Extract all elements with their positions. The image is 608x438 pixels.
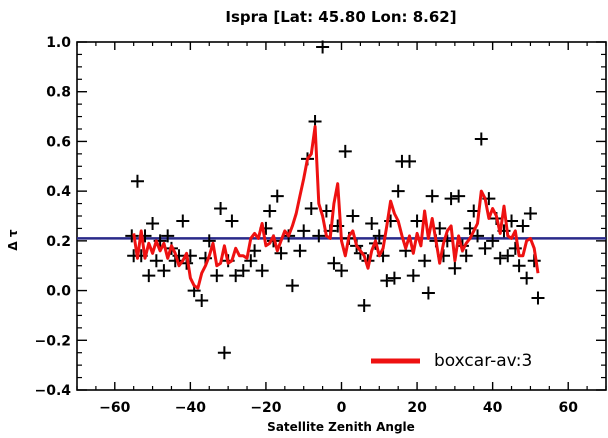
data-point: [406, 269, 420, 283]
series-line: [132, 125, 540, 290]
data-point: [202, 234, 216, 248]
x-tick-label: −60: [99, 400, 130, 416]
data-point: [520, 271, 534, 285]
data-point: [244, 254, 258, 268]
data-point: [448, 261, 462, 275]
y-tick-label: 0.6: [46, 134, 71, 150]
data-point: [274, 246, 288, 260]
data-point: [452, 189, 466, 203]
y-tick-label: 0.2: [46, 234, 71, 250]
plot-frame: [76, 41, 607, 391]
data-point: [501, 249, 515, 263]
data-point: [459, 249, 473, 263]
data-point: [421, 286, 435, 300]
x-tick-label: 0: [337, 400, 347, 416]
data-point: [403, 154, 417, 168]
data-point: [312, 229, 326, 243]
data-point: [391, 184, 405, 198]
x-axis-title: Satellite Zenith Angle: [267, 420, 415, 434]
data-point: [444, 192, 458, 206]
x-tick-label: −20: [250, 400, 281, 416]
data-point: [146, 216, 160, 230]
legend: boxcar-av:3: [371, 351, 532, 371]
data-point: [285, 279, 299, 293]
legend-label: boxcar-av:3: [434, 351, 532, 371]
data-point: [149, 254, 163, 268]
plot-area: −60 −40 −20 0 20 40 60 −0.4 −0.2 0.0 0.2 0.4 0.6 0.8 1…: [34, 35, 607, 416]
y-tick-label: 1.0: [46, 35, 71, 51]
data-point: [263, 204, 277, 218]
data-point: [474, 132, 488, 146]
data-point: [130, 174, 144, 188]
data-point: [486, 234, 500, 248]
y-tick-label: 0.0: [46, 284, 71, 300]
data-point: [210, 269, 224, 283]
x-tick-label: 20: [407, 400, 427, 416]
x-tick-label: −40: [175, 400, 206, 416]
data-point: [471, 229, 485, 243]
data-point: [338, 144, 352, 158]
data-point: [176, 214, 190, 228]
data-point: [248, 244, 262, 258]
data-point: [214, 202, 228, 216]
data-point: [335, 264, 348, 278]
data-point: [125, 229, 139, 243]
data-point: [478, 241, 492, 255]
data-point: [225, 214, 239, 228]
data-point: [516, 219, 530, 233]
data-point: [195, 294, 209, 308]
data-point: [357, 298, 371, 312]
data-point: [410, 214, 424, 228]
y-axis-title: Δ τ: [6, 229, 20, 250]
data-point: [297, 224, 311, 238]
data-point: [433, 221, 447, 235]
data-point: [372, 229, 386, 243]
y-tick-label: 0.4: [46, 184, 71, 200]
data-point: [425, 189, 439, 203]
data-point: [270, 189, 284, 203]
data-point: [418, 254, 432, 268]
data-point: [531, 291, 545, 305]
data-point: [217, 346, 231, 360]
data-point: [523, 207, 537, 221]
data-point: [508, 241, 522, 255]
x-tick-label: 40: [483, 400, 503, 416]
data-point: [293, 244, 307, 258]
data-point: [331, 219, 345, 233]
data-point: [380, 274, 394, 288]
data-point: [327, 256, 341, 270]
data-point: [142, 269, 156, 283]
data-point: [493, 251, 507, 265]
data-point: [255, 264, 269, 278]
data-point: [387, 271, 401, 285]
x-tick-label: 60: [558, 400, 578, 416]
y-tick-label: 0.8: [46, 85, 71, 101]
y-tick-label: −0.2: [34, 333, 71, 349]
data-point: [157, 264, 171, 278]
data-point: [161, 229, 175, 243]
data-point: [512, 259, 526, 273]
data-point: [229, 269, 243, 283]
y-tick-label: −0.4: [34, 383, 71, 399]
data-point: [236, 264, 250, 278]
data-point: [346, 209, 360, 223]
data-point: [365, 216, 379, 230]
data-point: [304, 202, 318, 216]
chart-title: Ispra [Lat: 45.80 Lon: 8.62]: [225, 8, 456, 26]
